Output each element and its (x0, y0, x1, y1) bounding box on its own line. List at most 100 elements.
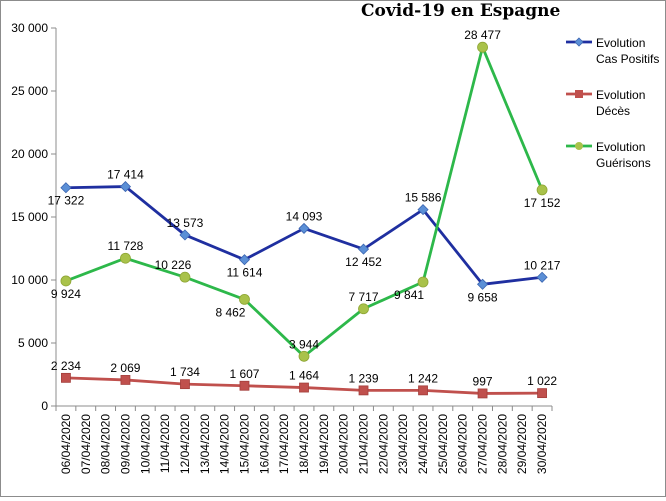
data-label: 17 152 (524, 196, 561, 210)
data-point-deces (477, 388, 488, 399)
data-point-deces (418, 385, 428, 396)
y-tick-label: 25 000 (11, 84, 48, 98)
data-label: 17 322 (48, 194, 85, 208)
x-tick-label: 17/04/2020 (277, 414, 291, 474)
x-tick-label: 28/04/2020 (495, 414, 509, 474)
data-label: 17 414 (107, 168, 144, 182)
y-tick-label: 20 000 (11, 147, 48, 161)
x-tick-label: 25/04/2020 (436, 414, 450, 474)
data-label: 15 586 (405, 191, 442, 205)
data-label: 9 841 (394, 288, 424, 302)
x-tick-label: 15/04/2020 (237, 414, 251, 474)
data-label: 10 226 (155, 258, 192, 272)
data-point-positifs (357, 243, 370, 255)
data-point-positifs (119, 181, 132, 193)
data-label: 997 (473, 374, 493, 388)
data-label: 9 924 (51, 287, 81, 301)
x-tick-label: 09/04/2020 (118, 414, 132, 474)
data-point-deces (120, 375, 131, 385)
x-tick-label: 29/04/2020 (515, 414, 529, 474)
data-point-guerisons (120, 252, 131, 264)
data-point-deces (358, 385, 369, 396)
data-point-guerisons (239, 293, 250, 305)
legend-marker-square (575, 90, 583, 98)
x-tick-label: 19/04/2020 (317, 414, 331, 474)
legend-label: Guérisons (596, 156, 651, 170)
data-label: 1 607 (229, 367, 259, 381)
data-point-guerisons (358, 303, 369, 315)
y-tick-label: 0 (41, 399, 48, 413)
x-tick-label: 11/04/2020 (158, 414, 172, 473)
series-line-2 (65, 45, 544, 358)
data-label: 14 093 (286, 209, 323, 223)
data-label: 10 217 (524, 258, 561, 272)
legend-label: Evolution (596, 36, 645, 50)
data-label: 8 462 (215, 305, 245, 319)
y-tick-label: 10 000 (11, 273, 48, 287)
data-label: 2 069 (110, 361, 140, 375)
x-tick-label: 13/04/2020 (198, 414, 212, 474)
x-tick-label: 10/04/2020 (138, 414, 152, 474)
data-label: 12 452 (345, 255, 382, 269)
data-point-positifs (238, 254, 251, 266)
x-tick-label: 26/04/2020 (456, 414, 470, 474)
x-tick-label: 27/04/2020 (476, 414, 490, 474)
x-tick-label: 20/04/2020 (337, 414, 351, 474)
data-point-positifs (179, 229, 191, 241)
data-label: 13 573 (167, 216, 204, 230)
legend-marker-circle (575, 142, 583, 150)
data-label: 1 242 (408, 371, 438, 385)
data-label: 1 464 (289, 369, 319, 383)
y-tick-label: 5 000 (18, 336, 48, 350)
x-tick-label: 16/04/2020 (257, 414, 271, 474)
chart-title: Covid-19 en Espagne (361, 1, 561, 21)
data-label: 1 734 (170, 365, 200, 379)
data-point-guerisons (298, 350, 310, 362)
x-tick-label: 14/04/2020 (218, 414, 232, 474)
data-label: 3 944 (289, 337, 319, 351)
data-point-guerisons (477, 41, 488, 53)
x-tick-label: 08/04/2020 (99, 414, 113, 474)
data-point-guerisons (417, 276, 429, 288)
data-point-deces (61, 372, 71, 383)
data-label: 28 477 (464, 28, 501, 42)
data-point-positifs (417, 204, 429, 216)
series-line-0 (65, 185, 543, 286)
x-tick-label: 06/04/2020 (59, 414, 73, 474)
data-point-positifs (536, 271, 548, 283)
data-label: 11 728 (108, 239, 144, 253)
data-point-positifs (476, 278, 489, 290)
data-point-deces (180, 379, 190, 390)
y-tick-label: 30 000 (11, 21, 48, 35)
x-tick-label: 12/04/2020 (178, 414, 192, 474)
data-point-guerisons (179, 271, 191, 283)
x-tick-label: 23/04/2020 (396, 414, 410, 474)
data-point-deces (239, 380, 250, 391)
data-label: 1 022 (527, 374, 557, 388)
data-point-guerisons (60, 275, 72, 287)
data-point-guerisons (536, 184, 548, 196)
x-tick-label: 24/04/2020 (416, 414, 430, 474)
data-label: 7 717 (349, 290, 379, 304)
data-label: 1 239 (349, 371, 379, 385)
data-point-positifs (298, 222, 310, 234)
legend-label: Cas Positifs (596, 52, 659, 66)
x-tick-label: 30/04/2020 (535, 414, 549, 474)
x-tick-label: 22/04/2020 (376, 414, 390, 474)
x-tick-label: 07/04/2020 (79, 414, 93, 474)
x-tick-label: 21/04/2020 (357, 414, 371, 474)
legend-marker-diamond (574, 37, 584, 47)
legend-label: Décès (596, 104, 630, 118)
legend-label: Evolution (596, 88, 645, 102)
x-tick-label: 18/04/2020 (297, 414, 311, 474)
data-label: 9 658 (468, 290, 498, 304)
data-point-deces (537, 388, 547, 399)
data-point-positifs (60, 182, 72, 194)
data-label: 11 614 (227, 266, 263, 280)
y-tick-label: 15 000 (11, 210, 48, 224)
legend-label: Evolution (596, 140, 645, 154)
data-label: 2 234 (51, 359, 81, 373)
data-point-deces (299, 382, 309, 393)
